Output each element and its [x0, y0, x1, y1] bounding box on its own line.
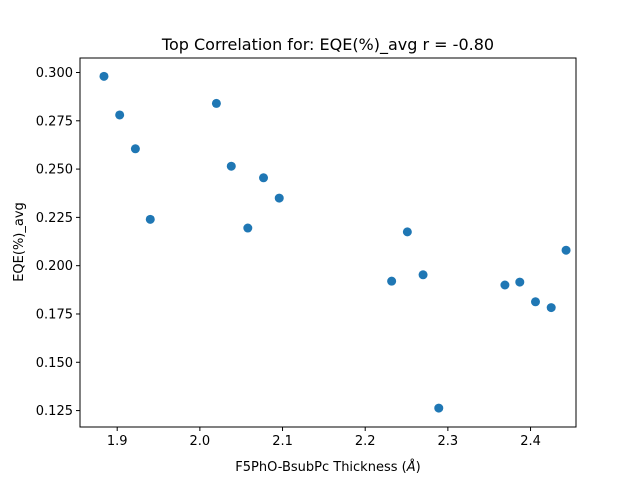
- x-axis-label: F5PhO-BsubPc Thickness (Å): [235, 459, 420, 475]
- data-point: [530, 297, 540, 307]
- y-axis-label: EQE(%)_avg: [12, 202, 27, 282]
- y-tick-label: 0.125: [36, 404, 73, 419]
- data-point: [145, 214, 155, 224]
- x-tick-label: 2.4: [520, 434, 541, 449]
- data-point: [243, 223, 253, 233]
- x-ticks: 1.9 2.0 2.1 2.2 2.3 2.4: [107, 427, 541, 449]
- data-point: [434, 403, 444, 413]
- data-point: [115, 110, 125, 120]
- data-point: [402, 227, 412, 237]
- y-tick-label: 0.175: [36, 307, 73, 322]
- x-tick-label: 2.1: [272, 434, 293, 449]
- y-tick-label: 0.250: [36, 163, 73, 178]
- data-point: [387, 276, 397, 286]
- data-point: [259, 173, 269, 183]
- data-point: [130, 144, 140, 154]
- y-tick-label: 0.275: [36, 114, 73, 129]
- plot-frame: [79, 57, 577, 428]
- data-point: [226, 161, 236, 171]
- data-point: [500, 280, 510, 290]
- data-point: [211, 98, 221, 108]
- data-point: [274, 193, 284, 203]
- data-point: [418, 270, 428, 280]
- data-point: [561, 245, 571, 255]
- x-tick-label: 1.9: [107, 434, 128, 449]
- y-tick-label: 0.150: [36, 356, 73, 371]
- x-tick-label: 2.2: [355, 434, 376, 449]
- chart-title: Top Correlation for: EQE(%)_avg r = -0.8…: [161, 35, 494, 55]
- data-point: [99, 71, 109, 81]
- data-point: [546, 303, 556, 313]
- y-tick-label: 0.300: [36, 66, 73, 81]
- plot-area: [80, 58, 576, 427]
- y-tick-label: 0.225: [36, 211, 73, 226]
- y-ticks: 0.125 0.150 0.175 0.200 0.225 0.250 0.275 0.300: [36, 66, 80, 419]
- x-tick-label: 2.3: [438, 434, 459, 449]
- points-layer: [99, 71, 571, 413]
- x-tick-label: 2.0: [190, 434, 211, 449]
- y-tick-label: 0.200: [36, 259, 73, 274]
- data-point: [515, 277, 525, 287]
